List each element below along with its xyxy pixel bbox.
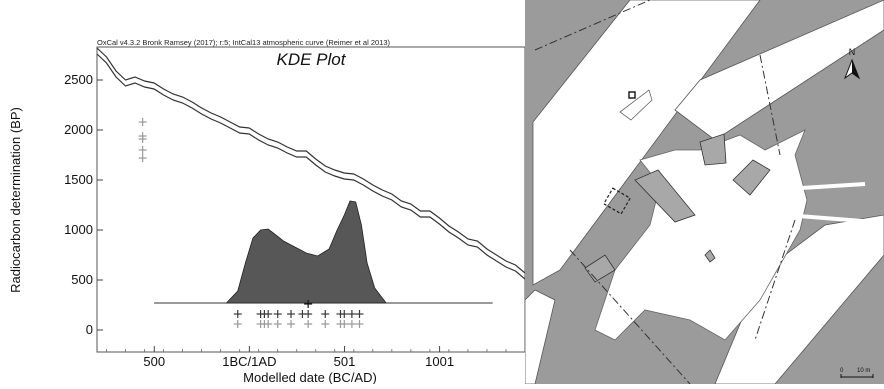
chart-title: KDE Plot xyxy=(277,50,347,69)
y-tick-label: 500 xyxy=(71,272,93,287)
site-map: N 0 10 m xyxy=(524,0,884,385)
calibration-curve-lower xyxy=(96,53,526,280)
scale-start-label: 0 xyxy=(840,368,844,374)
sample-markers-layer xyxy=(138,118,364,328)
x-tick-label: 1BC/1AD xyxy=(222,354,276,369)
calibration-curve-layer xyxy=(96,47,526,280)
map-section-line-4 xyxy=(534,0,651,51)
kde-density-area xyxy=(225,200,387,304)
map-feature-pit-1 xyxy=(699,133,727,166)
map-section-line-2 xyxy=(754,219,796,341)
north-arrow: N xyxy=(843,47,861,80)
scale-end-label: 10 m xyxy=(857,368,870,374)
x-tick-label: 1001 xyxy=(425,354,454,369)
excavation-edge-southwest xyxy=(524,289,556,385)
excavation-trench-west xyxy=(532,0,761,286)
site-map-panel: N 0 10 m xyxy=(524,0,884,385)
x-axis: 500 1BC/1AD 501 1001 xyxy=(106,346,526,369)
map-linear-feature-2 xyxy=(772,212,876,224)
y-tick-label: 0 xyxy=(86,322,93,337)
north-arrow-half-icon xyxy=(852,60,859,78)
y-tick-label: 2500 xyxy=(64,72,93,87)
map-feature-small xyxy=(619,89,653,121)
excavation-diagonal-strip xyxy=(674,0,884,141)
calibration-curve-upper xyxy=(96,47,526,274)
x-tick-label: 500 xyxy=(143,354,165,369)
map-linear-feature-1 xyxy=(769,182,866,192)
map-feature-pit-3 xyxy=(732,159,771,196)
chart-background xyxy=(0,0,525,384)
map-section-line-3 xyxy=(569,249,691,385)
y-axis-label: Radiocarbon determination (BP) xyxy=(8,107,23,293)
y-tick-label: 1000 xyxy=(64,222,93,237)
kde-chart: OxCal v4.3.2 Bronk Ramsey (2017); r:5; I… xyxy=(0,0,526,385)
kde-chart-panel: OxCal v4.3.2 Bronk Ramsey (2017); r:5; I… xyxy=(0,0,526,385)
map-marker-square xyxy=(628,91,636,99)
x-axis-label: Modelled date (BC/AD) xyxy=(243,370,377,384)
chart-header: OxCal v4.3.2 Bronk Ramsey (2017); r:5; I… xyxy=(97,38,391,47)
map-section-line-1 xyxy=(759,54,781,156)
north-label: N xyxy=(849,47,856,57)
scale-bar: 0 10 m xyxy=(840,368,874,378)
map-feature-pit-4 xyxy=(704,249,716,263)
y-axis: 0 500 1000 1500 2000 2500 xyxy=(64,72,103,337)
x-tick-label: 501 xyxy=(334,354,356,369)
y-tick-label: 2000 xyxy=(64,122,93,137)
y-tick-label: 1500 xyxy=(64,172,93,187)
kde-layer xyxy=(154,200,493,304)
map-highlighted-feature xyxy=(603,187,631,215)
map-feature-pit-2 xyxy=(634,169,696,223)
